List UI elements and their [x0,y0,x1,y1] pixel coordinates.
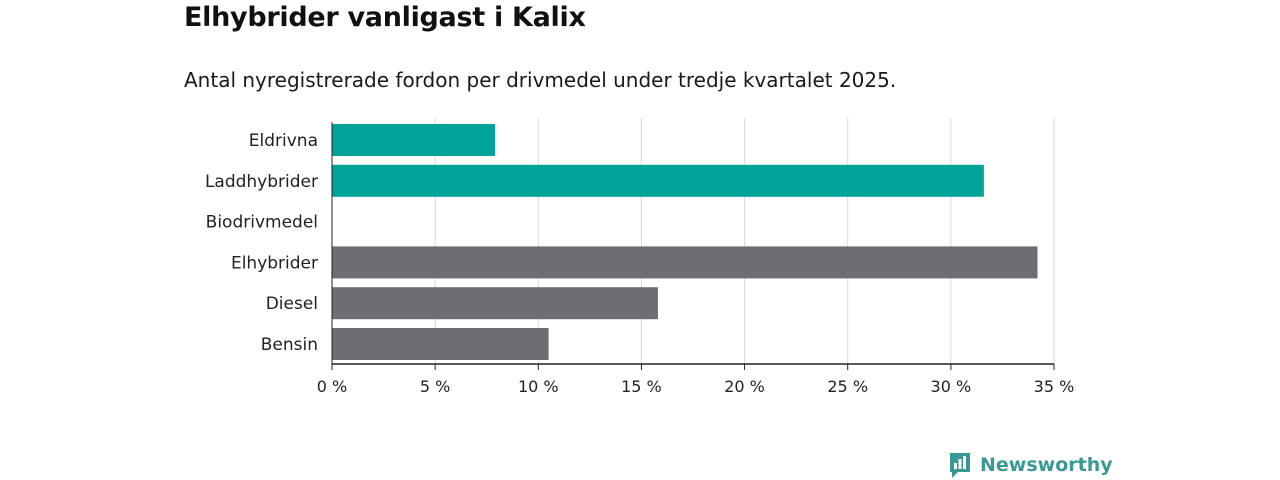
category-label: Elhybrider [231,253,318,273]
x-tick-label: 15 % [621,377,662,396]
chart-title: Elhybrider vanligast i Kalix [184,2,586,33]
bar-laddhybrider [332,164,984,197]
bar-bensin [332,328,549,360]
category-label: Biodrivmedel [206,213,318,233]
category-label: Eldrivna [249,131,318,151]
x-tick-label: 0 % [317,377,347,396]
bar-diesel [332,287,658,320]
x-axis [331,122,1055,370]
x-tick-label: 35 % [1034,377,1075,396]
bar-elhybrider [332,246,1038,279]
x-tick-label: 20 % [724,377,765,396]
newsworthy-logo-icon [950,453,970,478]
category-label: Bensin [261,335,318,355]
category-label: Diesel [266,294,318,314]
x-tick-label: 25 % [827,377,868,396]
brand-name: Newsworthy [980,454,1113,476]
category-label: Laddhybrider [205,172,318,192]
x-tick-label: 30 % [931,377,972,396]
gridlines [434,118,1055,364]
bar-eldrivna [332,124,495,156]
chart-subtitle: Antal nyregistrerade fordon per drivmede… [184,68,897,92]
brand-logo: Newsworthy [948,450,1113,480]
category-labels: Eldrivna Laddhybrider Biodrivmedel Elhybrid… [205,131,318,355]
tick-labels: 0 % 5 % 10 % 15 % 20 % 25 % 30 % 35 % [317,377,1075,396]
x-tick-label: 5 % [420,377,450,396]
x-tick-label: 10 % [518,377,559,396]
bars [332,124,1038,360]
